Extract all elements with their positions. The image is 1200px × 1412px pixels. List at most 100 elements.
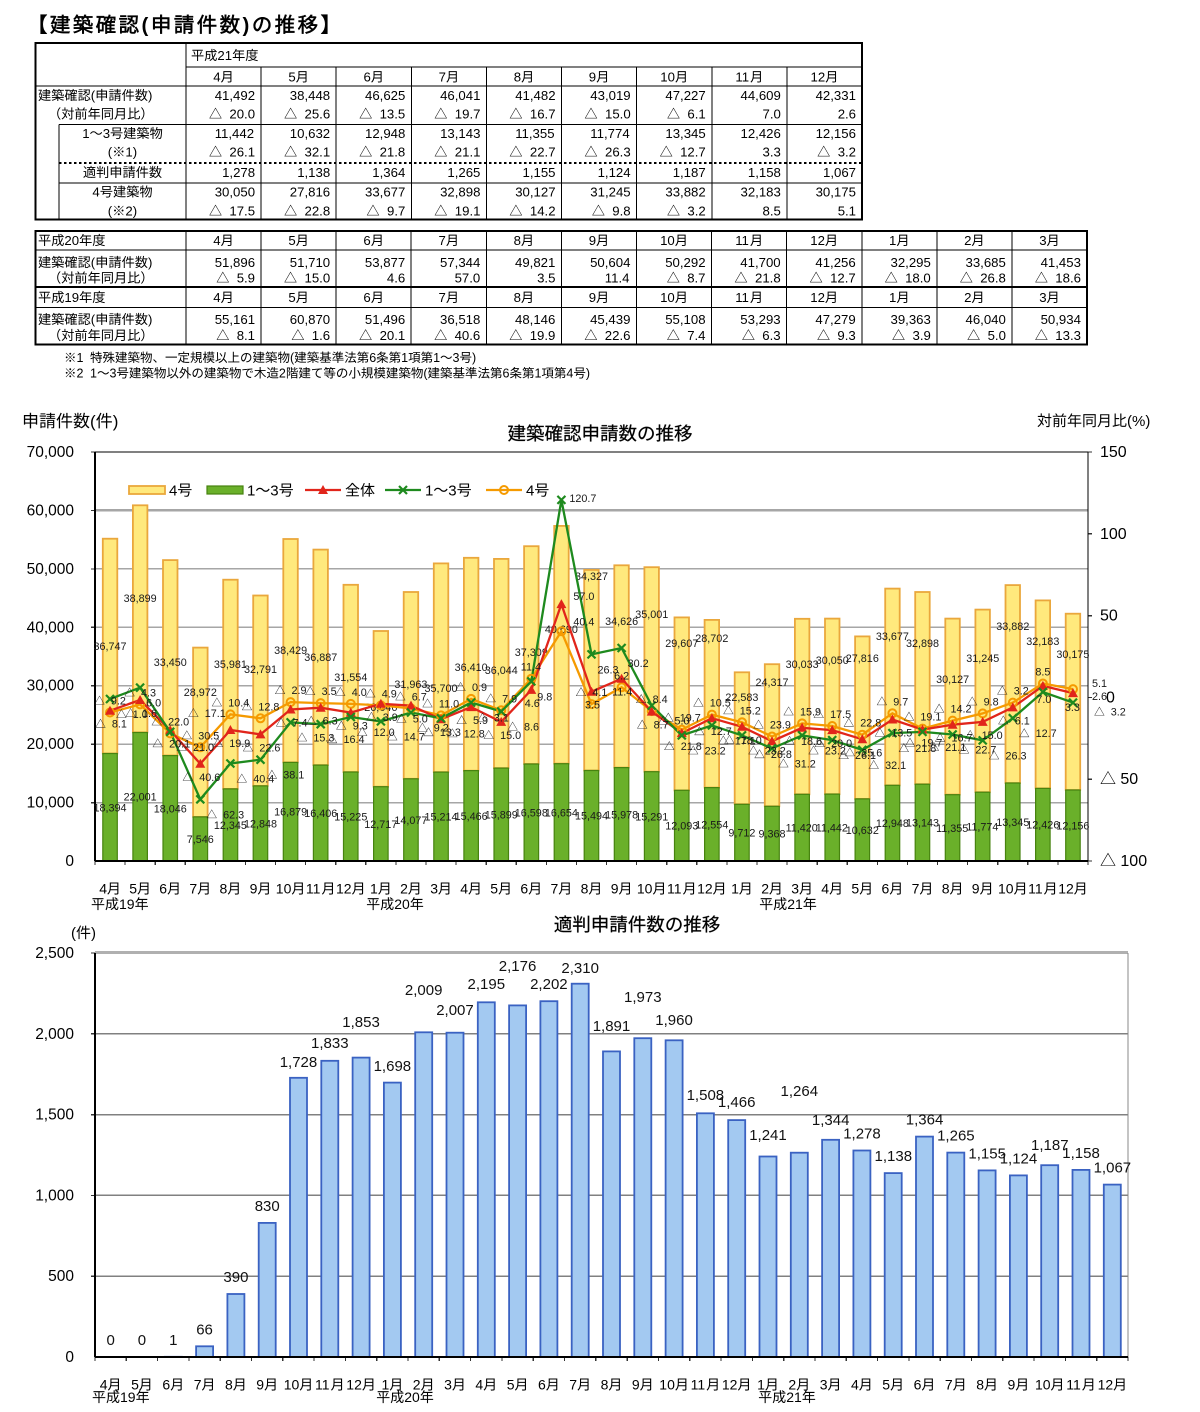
svg-text:33,685: 33,685 — [966, 255, 1006, 270]
svg-text:5.1: 5.1 — [1092, 678, 1107, 690]
svg-text:23.9: 23.9 — [770, 720, 791, 732]
svg-text:2: 2 — [279, 367, 286, 381]
svg-text:32,183: 32,183 — [1026, 636, 1059, 648]
svg-text:12,426: 12,426 — [741, 126, 781, 141]
svg-text:50: 50 — [1120, 771, 1138, 788]
svg-text:6.7: 6.7 — [412, 691, 427, 703]
svg-text:1,158: 1,158 — [748, 165, 781, 180]
svg-text:48,146: 48,146 — [515, 312, 555, 327]
svg-text:2: 2 — [400, 881, 408, 897]
svg-text:9.8: 9.8 — [984, 696, 999, 708]
svg-text:11: 11 — [735, 233, 749, 248]
svg-text:13.3: 13.3 — [440, 727, 461, 739]
svg-text:20.1: 20.1 — [380, 328, 406, 343]
svg-text:11,420: 11,420 — [786, 823, 818, 835]
svg-text:30,175: 30,175 — [816, 185, 856, 200]
svg-text:8: 8 — [514, 70, 521, 85]
svg-text:(: ( — [142, 14, 151, 37]
svg-text:15.0: 15.0 — [305, 271, 331, 286]
svg-text:10,000: 10,000 — [27, 795, 75, 812]
svg-text:31.2: 31.2 — [795, 758, 816, 770]
svg-text:4.0: 4.0 — [352, 687, 367, 699]
svg-text:10: 10 — [660, 70, 675, 85]
svg-text:20.0: 20.0 — [229, 107, 255, 122]
svg-text:12.7: 12.7 — [1036, 728, 1057, 740]
svg-text:8.7: 8.7 — [654, 720, 669, 732]
svg-text:): ) — [148, 312, 152, 327]
svg-text:12,554: 12,554 — [695, 819, 728, 831]
svg-text:57.0: 57.0 — [455, 271, 481, 286]
svg-text:8.1: 8.1 — [237, 328, 255, 343]
svg-text:4: 4 — [213, 290, 220, 305]
svg-text:41,482: 41,482 — [515, 88, 555, 103]
svg-text:22.7: 22.7 — [975, 745, 996, 757]
svg-text:36,044: 36,044 — [485, 665, 518, 677]
svg-text:(: ( — [91, 255, 96, 270]
svg-text:9.8: 9.8 — [537, 691, 552, 703]
svg-text:14,077: 14,077 — [394, 815, 427, 827]
svg-text:21: 21 — [217, 48, 232, 63]
svg-text:28,972: 28,972 — [184, 687, 217, 699]
svg-text:(: ( — [91, 88, 96, 103]
svg-text:21: 21 — [787, 896, 803, 912]
svg-text:50,292: 50,292 — [665, 255, 705, 270]
svg-text:8: 8 — [601, 1377, 609, 1393]
svg-text:32,898: 32,898 — [906, 638, 939, 650]
svg-text:6: 6 — [914, 1377, 922, 1393]
svg-text:9: 9 — [589, 290, 596, 305]
svg-text:12: 12 — [810, 233, 825, 248]
svg-text:30,127: 30,127 — [936, 674, 969, 686]
svg-text:1: 1 — [889, 290, 896, 305]
svg-text:4: 4 — [821, 881, 829, 897]
svg-text:7: 7 — [439, 233, 446, 248]
svg-text:32,295: 32,295 — [891, 255, 931, 270]
svg-text:12,156: 12,156 — [1056, 821, 1089, 833]
svg-text:1: 1 — [169, 1332, 177, 1349]
svg-text:100: 100 — [1100, 526, 1127, 543]
svg-text:33,450: 33,450 — [154, 657, 187, 669]
svg-text:5: 5 — [882, 1377, 890, 1393]
svg-text:12,848: 12,848 — [244, 819, 277, 831]
svg-text:390: 390 — [223, 1269, 248, 1286]
svg-text:1,124: 1,124 — [1000, 1150, 1038, 1167]
svg-text:4: 4 — [475, 1377, 483, 1393]
svg-text:26.1: 26.1 — [855, 750, 876, 762]
svg-text:3.2: 3.2 — [838, 145, 856, 160]
svg-text:12.7: 12.7 — [711, 726, 732, 738]
svg-text:12: 12 — [1098, 1377, 1114, 1393]
svg-text:100: 100 — [1120, 853, 1147, 870]
svg-text:23.2: 23.2 — [825, 745, 846, 757]
svg-text:1: 1 — [82, 126, 89, 141]
svg-text:3: 3 — [103, 126, 110, 141]
svg-text:6.3: 6.3 — [762, 328, 780, 343]
svg-text:10: 10 — [637, 881, 653, 897]
svg-text:21.0: 21.0 — [193, 742, 214, 754]
svg-text:11: 11 — [1066, 1377, 1081, 1393]
svg-text:10: 10 — [284, 1377, 300, 1393]
svg-text:70,000: 70,000 — [27, 444, 75, 461]
svg-text:30,050: 30,050 — [215, 185, 255, 200]
svg-text:22.6: 22.6 — [259, 742, 280, 754]
svg-text:8.7: 8.7 — [687, 271, 705, 286]
svg-text:12.7: 12.7 — [680, 145, 706, 160]
svg-text:9: 9 — [250, 881, 258, 897]
svg-text:0: 0 — [1106, 689, 1115, 706]
svg-text:): ) — [148, 255, 152, 270]
svg-text:22.7: 22.7 — [530, 145, 556, 160]
svg-text:18.6: 18.6 — [1055, 271, 1081, 286]
svg-text:5: 5 — [288, 290, 295, 305]
svg-text:16,598: 16,598 — [515, 808, 548, 820]
svg-text:24,317: 24,317 — [756, 677, 789, 689]
svg-text:22.8: 22.8 — [305, 204, 331, 219]
svg-text:38,448: 38,448 — [290, 88, 330, 103]
svg-text:11: 11 — [691, 1377, 706, 1393]
svg-text:47,227: 47,227 — [665, 88, 705, 103]
svg-text:1: 1 — [731, 881, 739, 897]
svg-text:1: 1 — [433, 351, 440, 365]
svg-text:30.5: 30.5 — [198, 730, 219, 742]
svg-text:6: 6 — [882, 881, 890, 897]
svg-text:9: 9 — [589, 70, 596, 85]
svg-text:2: 2 — [788, 1377, 796, 1393]
svg-text:53,877: 53,877 — [365, 255, 405, 270]
svg-text:22,001: 22,001 — [124, 792, 157, 804]
